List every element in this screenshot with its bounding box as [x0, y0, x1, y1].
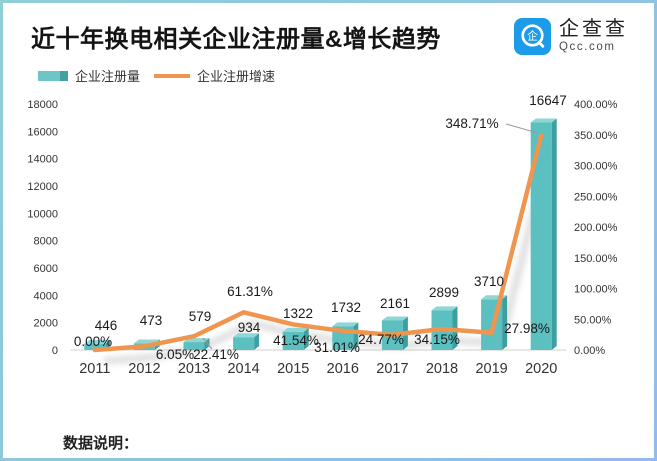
- legend-bar-label: 企业注册量: [75, 69, 141, 84]
- qcc-logo-icon: 企: [514, 18, 551, 55]
- growth-pct-label: 31.01%: [314, 340, 360, 355]
- x-axis-year-label: 2012: [128, 361, 160, 377]
- growth-pct-label: 41.54%: [273, 333, 319, 348]
- left-axis-tick: 0: [52, 345, 58, 357]
- qcc-logo: 企 企查查 Qcc.com: [514, 18, 628, 55]
- x-axis-year-label: 2014: [227, 361, 259, 377]
- bar-value-label: 934: [238, 320, 261, 335]
- legend-line-swatch-icon: [154, 73, 191, 78]
- left-axis-tick: 14000: [27, 154, 58, 166]
- bar-value-label: 473: [140, 313, 163, 328]
- notes-title: 数据说明：: [63, 435, 139, 452]
- bar-value-label: 579: [189, 309, 212, 324]
- right-axis-tick: 300.00%: [574, 161, 618, 173]
- label-leader-line: [202, 337, 213, 350]
- growth-pct-label: 348.71%: [445, 116, 498, 131]
- x-axis-year-label: 2020: [525, 361, 557, 377]
- right-axis-tick: 350.00%: [574, 130, 618, 142]
- left-axis-tick: 18000: [27, 99, 58, 111]
- growth-pct-label: 24.77%: [358, 332, 404, 347]
- brand-name: 企查查: [559, 18, 628, 40]
- legend-line-label: 企业注册增速: [197, 69, 276, 84]
- bar-2014: [233, 333, 260, 350]
- right-axis-tick: 100.00%: [574, 284, 618, 296]
- growth-pct-label: 6.05%: [156, 347, 194, 362]
- growth-pct-label: 27.98%: [504, 321, 550, 336]
- svg-text:企: 企: [527, 30, 538, 43]
- bar-value-label: 2161: [380, 296, 410, 311]
- x-axis-year-label: 2015: [277, 361, 309, 377]
- left-axis-tick: 4000: [34, 290, 58, 302]
- bar-value-label: 446: [95, 318, 118, 333]
- bar-2015: [282, 327, 309, 350]
- x-axis-year-label: 2013: [178, 361, 210, 377]
- growth-pct-label: 61.31%: [227, 284, 273, 299]
- data-notes: 数据说明： 1、仅统计企业名、产品、经营范围含换电的企业 2、统计时间2021/…: [63, 389, 401, 458]
- left-axis-tick: 12000: [27, 181, 58, 193]
- brand-domain: Qcc.com: [559, 41, 616, 53]
- right-axis-tick: 0.00%: [574, 345, 605, 357]
- right-axis-tick: 400.00%: [574, 99, 618, 111]
- line-shadow: [103, 145, 553, 364]
- left-axis-tick: 10000: [27, 208, 58, 220]
- infographic-card: 近十年换电相关企业注册量&增长趋势 企 企查查 Qcc.com 企业注册量 企业…: [3, 3, 654, 458]
- label-leader-line: [505, 123, 539, 134]
- growth-pct-label: 22.41%: [193, 347, 239, 362]
- page-title: 近十年换电相关企业注册量&增长趋势: [31, 26, 441, 53]
- right-axis-tick: 50.00%: [574, 314, 612, 326]
- right-axis-tick: 250.00%: [574, 191, 618, 203]
- growth-pct-label: 0.00%: [74, 334, 112, 349]
- growth-line: [92, 133, 544, 353]
- x-axis-year-label: 2019: [475, 361, 507, 377]
- bar-2020: [530, 118, 557, 350]
- trend-chart: 18000 16000 14000 12000 10000 8000 6000 4000 200…: [27, 93, 618, 377]
- left-axis-tick: 2000: [34, 318, 58, 330]
- bar-value-label: 2899: [429, 285, 459, 300]
- right-axis-tick: 150.00%: [574, 253, 618, 265]
- legend-bar-swatch-icon: [38, 70, 68, 81]
- bar-value-label: 16647: [529, 93, 567, 108]
- chart-legend: 企业注册量 企业注册增速: [38, 66, 275, 85]
- x-axis-year-label: 2018: [426, 361, 458, 377]
- bar-value-label: 3710: [474, 274, 504, 289]
- bar-value-label: 1322: [283, 306, 313, 321]
- x-axis-year-label: 2017: [376, 361, 408, 377]
- right-axis-tick: 200.00%: [574, 222, 618, 234]
- left-axis-tick: 8000: [34, 236, 58, 248]
- brand-text: 企查查 Qcc.com: [559, 18, 628, 53]
- left-axis-tick: 16000: [27, 126, 58, 138]
- bar-value-label: 1732: [331, 300, 361, 315]
- x-axis-year-label: 2016: [327, 361, 359, 377]
- x-axis-year-label: 2011: [79, 361, 110, 377]
- left-axis-tick: 6000: [34, 263, 58, 275]
- growth-pct-label: 34.15%: [414, 332, 460, 347]
